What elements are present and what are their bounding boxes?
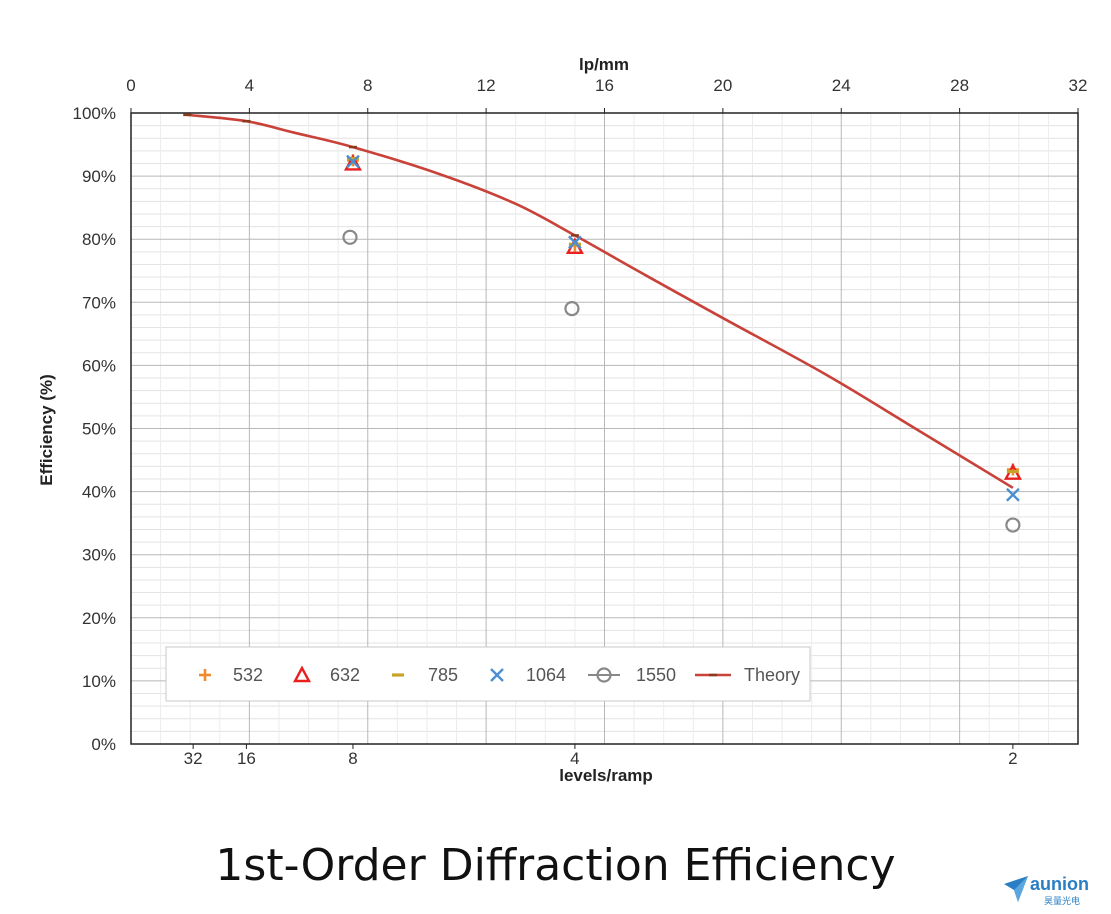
top-tick-label: 12 [477,76,496,95]
y-tick-label: 80% [82,230,116,249]
legend-1064-marker [490,668,504,682]
series-1550-point [1005,517,1021,533]
legend-label-532: 532 [233,665,263,685]
legend-label-785: 785 [428,665,458,685]
bottom-tick-label: 4 [570,749,579,768]
series-1064-point [346,154,360,169]
y-tick-label: 50% [82,420,116,439]
y-tick-label: 90% [82,167,116,186]
brand-subtitle: 昊量光电 [1044,897,1081,907]
series-theory-line [187,113,1014,489]
series-1064-point [568,235,582,250]
legend-label-1550: 1550 [636,665,676,685]
x-marker-b [568,235,582,250]
brand-name: aunion [1030,874,1089,894]
bottom-tick-label: 8 [348,749,357,768]
bottom-tick-label: 16 [237,749,256,768]
top-tick-label: 20 [713,76,732,95]
y-tick-label: 10% [82,672,116,691]
top-tick-label: 16 [595,76,614,95]
top-tick-label: 24 [832,76,851,95]
top-tick-label: 32 [1069,76,1088,95]
top-tick-label: 8 [363,76,372,95]
legend-632-marker [292,665,312,683]
y-tick-label: 100% [73,104,116,123]
x-marker-b [1006,487,1020,502]
legend-1550-marker [596,667,612,683]
brand-logo: aunion 昊量光电 [1004,872,1104,910]
y-tick-label: 70% [82,293,116,312]
series-layer [183,113,1022,533]
series-1064-point [1006,487,1020,502]
chart-caption: 1st-Order Diffraction Efficiency [215,840,896,891]
x-marker-b [490,668,504,682]
paper-plane-icon [1004,876,1028,902]
y-tick-label: 20% [82,609,116,628]
y-tick-label: 60% [82,356,116,375]
bottom-tick-label: 32 [184,749,203,768]
bottom-axis-ticks: 32 16 8 4 2 [184,744,1018,768]
legend-label-1064: 1064 [526,665,566,685]
legend-label-632: 632 [330,665,360,685]
legend: 532 632 785 1064 1550 Theory [165,646,811,702]
y-tick-label: 30% [82,546,116,565]
bottom-tick-label: 2 [1008,749,1017,768]
y-tick-label: 0% [91,735,116,754]
series-1550-point [342,229,358,245]
series-632-point [343,153,362,171]
bottom-axis-title: levels/ramp [559,766,653,785]
y-axis-ticks: 0% 10% 20% 30% 40% 50% 60% 70% 80% 90% 100% [73,104,116,754]
top-tick-label: 0 [126,76,135,95]
top-axis-ticks: 0 4 8 12 16 20 24 28 32 [126,76,1087,113]
top-tick-label: 4 [245,76,254,95]
legend-532-marker [199,669,211,681]
y-axis-title: Efficiency (%) [37,374,56,485]
top-axis-title: lp/mm [579,55,629,74]
legend-label-Theory: Theory [744,665,800,685]
top-tick-label: 28 [950,76,969,95]
x-marker-b [346,154,360,169]
series-1550-point [564,301,580,317]
y-tick-label: 40% [82,483,116,502]
